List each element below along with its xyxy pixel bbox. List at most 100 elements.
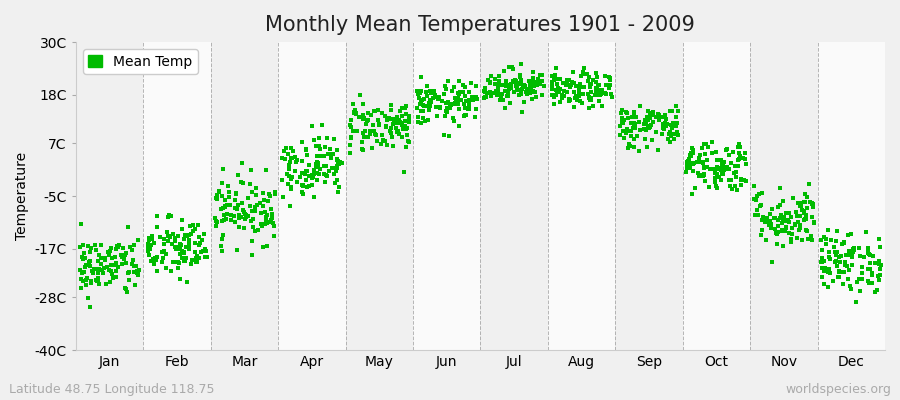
- Point: [91, 278, 105, 284]
- Point: [644, 124, 658, 130]
- Point: [416, 115, 430, 121]
- Point: [116, 256, 130, 262]
- Point: [773, 214, 788, 221]
- Point: [575, 91, 590, 97]
- Point: [873, 272, 887, 278]
- Point: [176, 248, 190, 254]
- Point: [691, 173, 706, 179]
- Point: [526, 69, 540, 75]
- Point: [705, 139, 719, 145]
- Point: [327, 170, 341, 177]
- Point: [142, 246, 157, 252]
- Point: [424, 90, 438, 96]
- Point: [620, 127, 634, 134]
- Point: [188, 226, 202, 232]
- Point: [732, 141, 746, 147]
- Point: [589, 88, 603, 95]
- Point: [310, 164, 325, 170]
- Point: [567, 104, 581, 110]
- Point: [412, 90, 427, 96]
- Point: [644, 109, 659, 116]
- Point: [834, 252, 849, 259]
- Point: [310, 159, 325, 166]
- Point: [177, 258, 192, 264]
- Point: [361, 134, 375, 140]
- Point: [175, 226, 189, 232]
- Point: [378, 113, 392, 120]
- Point: [627, 111, 642, 118]
- Point: [262, 218, 276, 225]
- Point: [520, 86, 535, 92]
- Point: [516, 82, 530, 89]
- Point: [421, 106, 436, 113]
- Point: [294, 188, 309, 195]
- Point: [739, 161, 753, 167]
- Point: [738, 149, 752, 156]
- Point: [509, 77, 524, 84]
- Point: [192, 255, 206, 261]
- Point: [104, 262, 118, 268]
- Point: [842, 248, 856, 254]
- Point: [332, 184, 347, 190]
- Point: [394, 119, 409, 126]
- Point: [335, 160, 349, 167]
- Point: [150, 268, 165, 274]
- Point: [211, 219, 225, 226]
- Point: [728, 183, 742, 190]
- Point: [161, 238, 176, 244]
- Point: [511, 87, 526, 93]
- Point: [390, 114, 404, 120]
- Text: worldspecies.org: worldspecies.org: [785, 383, 891, 396]
- Point: [221, 194, 236, 200]
- Point: [841, 276, 855, 282]
- Point: [788, 209, 803, 215]
- Point: [690, 159, 705, 166]
- Point: [309, 164, 323, 170]
- Point: [852, 276, 867, 282]
- Point: [399, 144, 413, 150]
- Point: [282, 162, 296, 168]
- Point: [214, 218, 229, 225]
- Point: [799, 194, 814, 200]
- Point: [395, 120, 410, 127]
- Point: [830, 248, 844, 255]
- Point: [186, 228, 201, 234]
- Point: [266, 233, 281, 240]
- Point: [861, 266, 876, 272]
- Point: [309, 142, 323, 149]
- Point: [416, 102, 430, 108]
- Point: [807, 220, 822, 226]
- Point: [238, 212, 253, 218]
- Point: [430, 96, 445, 102]
- Point: [232, 211, 247, 218]
- Point: [248, 204, 262, 210]
- Point: [822, 269, 836, 275]
- Point: [782, 210, 796, 216]
- Point: [715, 164, 729, 170]
- Point: [651, 111, 665, 118]
- Point: [94, 261, 108, 267]
- Point: [118, 284, 132, 291]
- Point: [615, 119, 629, 125]
- Point: [589, 70, 603, 76]
- Point: [758, 218, 772, 225]
- Point: [300, 168, 314, 174]
- Point: [759, 236, 773, 243]
- Point: [845, 262, 859, 268]
- Point: [175, 217, 189, 223]
- Point: [832, 269, 846, 275]
- Point: [719, 164, 733, 170]
- Point: [196, 248, 211, 254]
- Point: [393, 108, 408, 115]
- Point: [102, 252, 116, 258]
- Point: [400, 138, 415, 144]
- Point: [589, 85, 603, 91]
- Point: [191, 221, 205, 228]
- Point: [367, 128, 382, 134]
- Point: [817, 234, 832, 240]
- Point: [626, 135, 641, 142]
- Point: [377, 138, 392, 144]
- Point: [145, 255, 159, 262]
- Point: [641, 108, 655, 114]
- Point: [130, 237, 145, 244]
